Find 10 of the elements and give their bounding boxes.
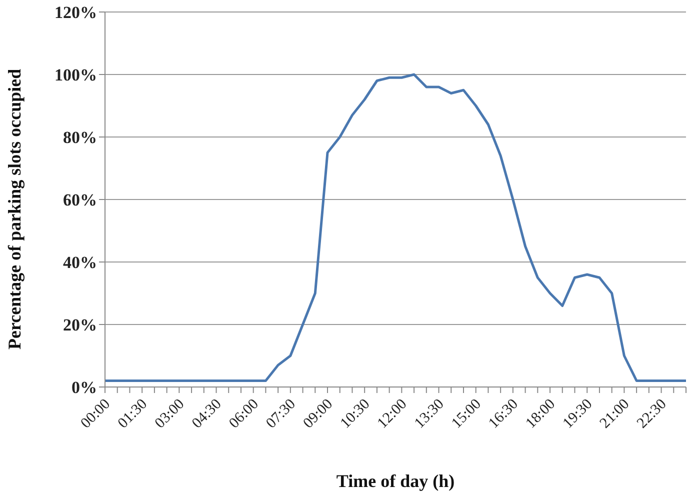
y-tick-label: 0% [72, 378, 97, 398]
line-series [104, 73, 688, 382]
y-tick-label: 40% [63, 253, 97, 272]
y-axis-title: Percentage of parking slots occupied [4, 68, 24, 350]
y-tick-label: 80% [63, 128, 97, 148]
y-tick-label: 20% [63, 316, 97, 335]
y-tick-label: 120% [54, 3, 97, 22]
y-tick-label: 100% [54, 66, 97, 85]
y-tick-label: 60% [63, 190, 97, 210]
x-axis-title: Time of day (h) [336, 471, 455, 491]
